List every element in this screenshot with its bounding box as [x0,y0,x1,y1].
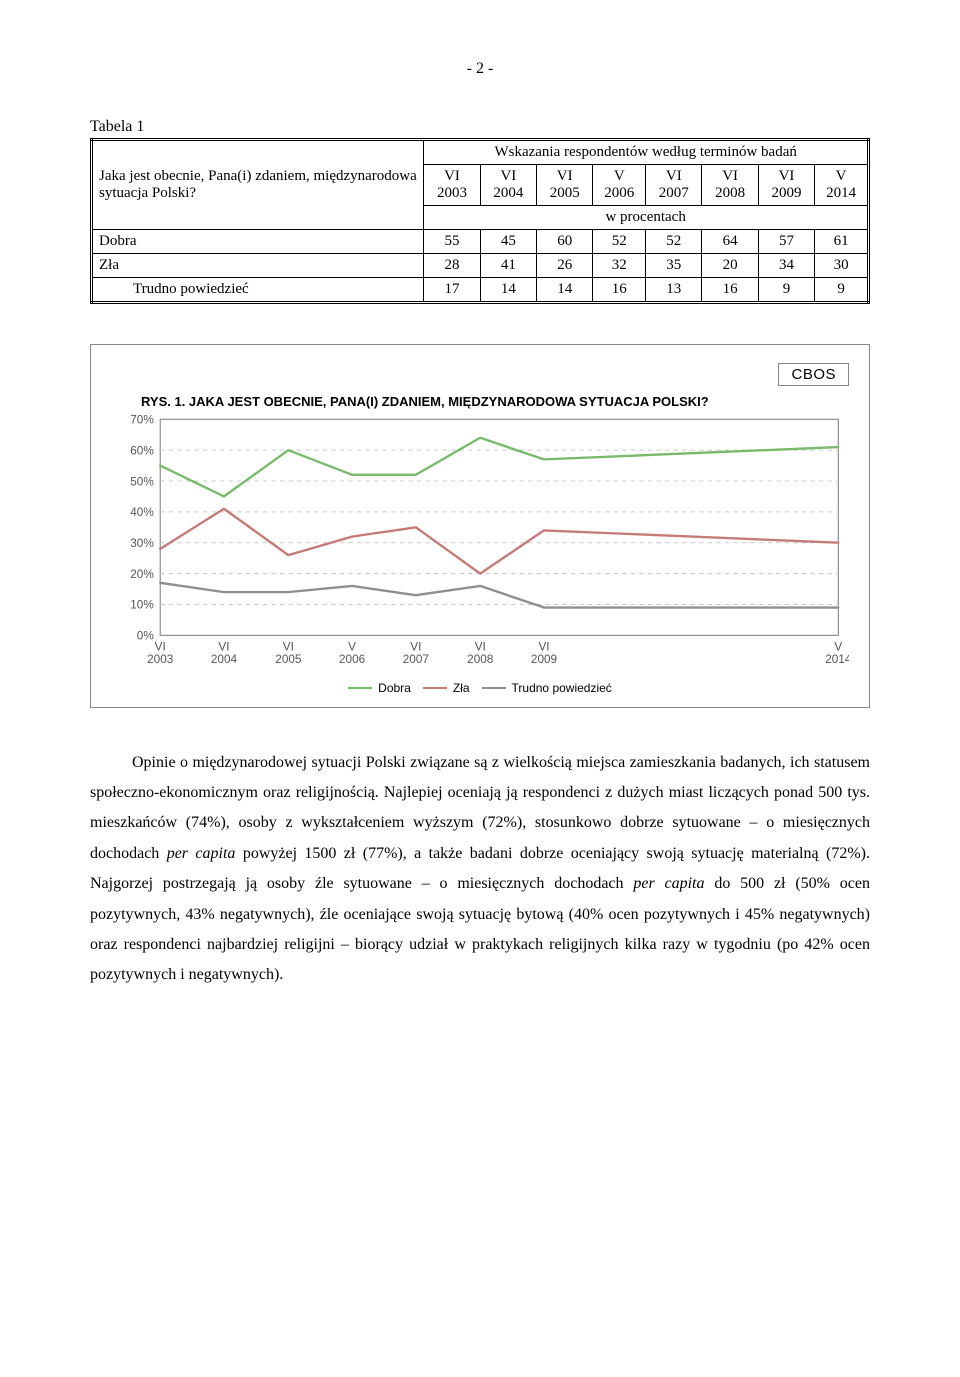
table1-rowheader: Jaka jest obecnie, Pana(i) zdaniem, międ… [92,140,424,230]
legend-swatch [348,687,372,689]
chart1-legend: Dobra Zła Trudno powiedzieć [111,672,849,697]
table1-cell: 16 [702,278,758,303]
table-row: Trudno powiedzieć17141416131699 [92,278,869,303]
legend-label: Dobra [378,681,411,695]
legend-swatch [423,687,447,689]
table1-cell: 35 [646,254,702,278]
svg-text:0%: 0% [137,630,155,643]
svg-text:20%: 20% [130,568,154,581]
svg-text:70%: 70% [130,415,154,427]
svg-text:10%: 10% [130,599,154,612]
legend-label: Zła [453,681,470,695]
table1-cell: 57 [758,230,814,254]
table1-cell: 26 [537,254,593,278]
legend-label: Trudno powiedzieć [512,681,612,695]
chart1-holder: 0%10%20%30%40%50%60%70%VI2003VI2004VI200… [111,415,849,672]
table1-col: V 2006 [593,165,646,206]
table1-cell: 9 [758,278,814,303]
table1-cell: 45 [480,230,536,254]
legend-item: Trudno powiedzieć [482,681,612,695]
legend-item: Dobra [348,681,411,695]
table1-cell: 64 [702,230,758,254]
table1-cell: 16 [593,278,646,303]
table1-cell: 9 [815,278,869,303]
table-row: Zła2841263235203430 [92,254,869,278]
table1-subheader: w procentach [424,206,869,230]
table1-cell: 55 [424,230,480,254]
table1-cell: 30 [815,254,869,278]
svg-text:40%: 40% [130,506,154,519]
table1-cell: 20 [702,254,758,278]
chart1-panel: CBOS RYS. 1. JAKA JEST OBECNIE, PANA(I) … [90,344,870,708]
table1-cell: 32 [593,254,646,278]
para-italic: per capita [167,845,236,862]
svg-text:30%: 30% [130,537,154,550]
table1-col: VI 2007 [646,165,702,206]
table-row: Dobra5545605252645761 [92,230,869,254]
table1-col: VI 2003 [424,165,480,206]
table1-row-label: Zła [92,254,424,278]
table1-cell: 34 [758,254,814,278]
table1: Jaka jest obecnie, Pana(i) zdaniem, międ… [90,138,870,304]
table1-col: VI 2005 [537,165,593,206]
legend-item: Zła [423,681,470,695]
chart1-badge: CBOS [778,363,849,386]
chart1-title: RYS. 1. JAKA JEST OBECNIE, PANA(I) ZDANI… [141,394,849,409]
table1-cell: 52 [646,230,702,254]
page-number: - 2 - [90,60,870,78]
table1-cell: 14 [480,278,536,303]
table1-row-label: Dobra [92,230,424,254]
legend-swatch [482,687,506,689]
para-italic: per capita [633,875,704,892]
svg-text:60%: 60% [130,444,154,457]
table1-header-main: Wskazania respondentów według terminów b… [424,140,869,165]
table1-cell: 28 [424,254,480,278]
table1-row-label: Trudno powiedzieć [92,278,424,303]
table1-col: VI 2004 [480,165,536,206]
table1-cell: 14 [537,278,593,303]
chart1-badge-wrap: CBOS [111,363,849,386]
table1-cell: 17 [424,278,480,303]
table1-col: VI 2009 [758,165,814,206]
body-paragraph: Opinie o międzynarodowej sytuacji Polski… [90,748,870,991]
table1-col: V 2014 [815,165,869,206]
table1-cell: 41 [480,254,536,278]
chart1-svg: 0%10%20%30%40%50%60%70%VI2003VI2004VI200… [111,415,849,672]
table1-cell: 60 [537,230,593,254]
table1-cell: 61 [815,230,869,254]
table1-col: VI 2008 [702,165,758,206]
svg-text:50%: 50% [130,475,154,488]
table1-label: Tabela 1 [90,118,870,136]
table1-cell: 52 [593,230,646,254]
table1-cell: 13 [646,278,702,303]
